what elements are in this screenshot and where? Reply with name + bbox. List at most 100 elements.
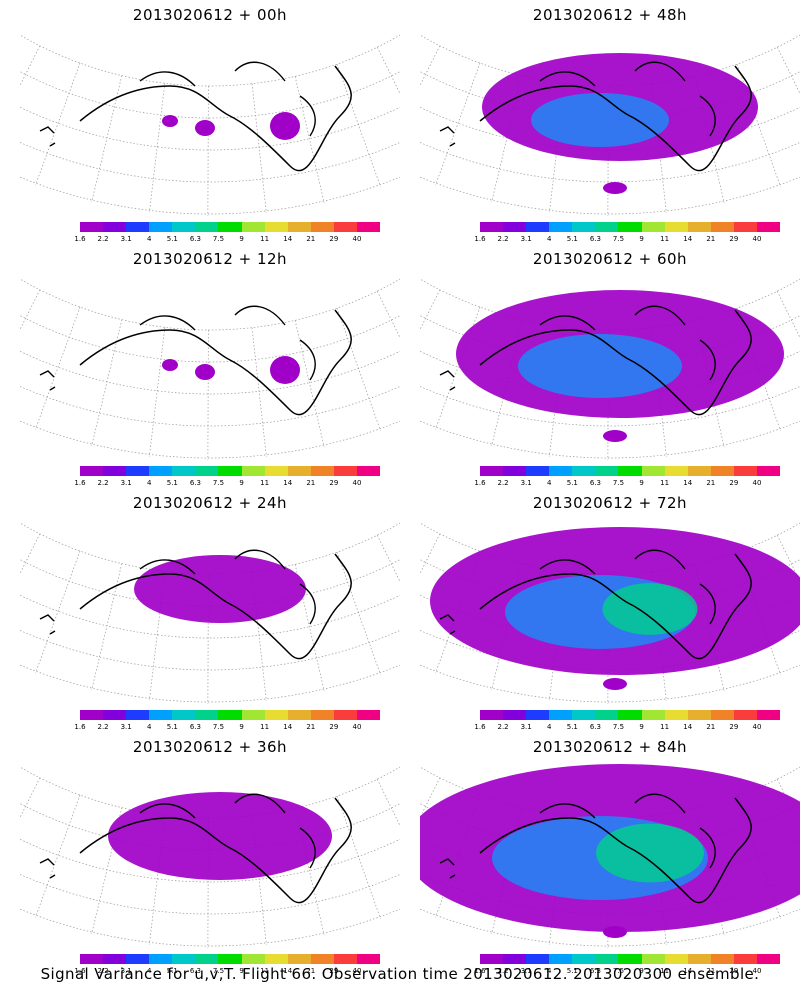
colorbar-tick-label: 3.1 xyxy=(520,479,532,487)
coastline xyxy=(539,305,716,381)
colorbar-ticks: 1.6 2.2 3.1 4 5.1 6.3 7.5 9 11 14 21 29 40 xyxy=(472,235,792,245)
coastline xyxy=(439,614,456,635)
colorbar-tick-label: 1.6 xyxy=(474,967,486,975)
colorbar-tick-label: 21 xyxy=(306,967,316,975)
colorbar-tick-label: 14 xyxy=(683,479,693,487)
colorbar-tick-label: 2.2 xyxy=(497,235,509,243)
colorbar-swatch xyxy=(103,954,127,964)
map-panel: 2013020612 + 12h 1.6 2.2 3.1 4 5.1 6.3 7.5 9 11 1… xyxy=(20,246,400,489)
colorbar-swatch xyxy=(549,954,573,964)
colorbar-swatch xyxy=(549,222,573,232)
colorbar-ticks: 1.6 2.2 3.1 4 5.1 6.3 7.5 9 11 14 21 29 40 xyxy=(72,479,392,489)
variance-blob xyxy=(602,583,698,635)
colorbar-tick-label: 5.1 xyxy=(166,235,178,243)
colorbar-tick-label: 6.3 xyxy=(189,967,201,975)
colorbar-swatch xyxy=(103,222,127,232)
colorbar-swatch xyxy=(195,710,219,720)
colorbar-tick-label: 40 xyxy=(752,479,762,487)
colorbar-swatch xyxy=(287,710,311,720)
colorbar-tick-label: 5.1 xyxy=(566,235,578,243)
colorbar-swatch xyxy=(549,710,573,720)
colorbar-swatch xyxy=(595,954,619,964)
polar-map xyxy=(420,278,800,460)
colorbar-tick-label: 14 xyxy=(683,235,693,243)
colorbar-tick-label: 5.1 xyxy=(566,723,578,731)
colorbar-swatch xyxy=(80,222,104,232)
colorbar-tick-label: 9 xyxy=(639,723,644,731)
polar-map xyxy=(420,34,800,216)
colorbar-swatch xyxy=(310,466,334,476)
colorbar-tick-label: 11 xyxy=(260,723,270,731)
colorbar-tick-label: 4 xyxy=(547,967,552,975)
colorbar-swatch xyxy=(664,222,688,232)
colorbar-swatch xyxy=(664,954,688,964)
colorbar-swatch xyxy=(526,954,550,964)
colorbar-swatch xyxy=(710,222,734,232)
colorbar-swatch xyxy=(333,954,357,964)
colorbar-tick-label: 11 xyxy=(260,967,270,975)
colorbar-tick-label: 11 xyxy=(260,235,270,243)
colorbar-tick-label: 29 xyxy=(729,723,739,731)
colorbar-swatch xyxy=(126,466,150,476)
colorbar-tick-label: 3.1 xyxy=(120,479,132,487)
coastline xyxy=(79,553,352,660)
colorbar-ticks: 1.6 2.2 3.1 4 5.1 6.3 7.5 9 11 14 21 29 40 xyxy=(472,723,792,733)
colorbar-swatch xyxy=(195,954,219,964)
colorbar-swatch xyxy=(241,954,265,964)
coastline xyxy=(539,61,716,137)
colorbar-swatch xyxy=(310,222,334,232)
colorbar-tick-label: 14 xyxy=(283,479,293,487)
panel-title: 2013020612 + 60h xyxy=(532,250,688,268)
panel-title: 2013020612 + 84h xyxy=(532,738,688,756)
colorbar-tick-label: 40 xyxy=(352,967,362,975)
variance-blob xyxy=(195,364,215,380)
colorbar-swatch xyxy=(103,466,127,476)
coastline xyxy=(139,549,316,625)
colorbar-swatch xyxy=(80,954,104,964)
colorbar-tick-label: 29 xyxy=(729,235,739,243)
coastline xyxy=(439,858,456,879)
colorbar-swatch xyxy=(595,466,619,476)
colorbar-tick-label: 5.1 xyxy=(566,967,578,975)
colorbar-ticks: 1.6 2.2 3.1 4 5.1 6.3 7.5 9 11 14 21 29 40 xyxy=(72,967,392,977)
panel-title: 2013020612 + 00h xyxy=(132,6,288,24)
coastline xyxy=(479,553,752,660)
colorbar xyxy=(80,466,381,476)
colorbar-swatch xyxy=(218,954,242,964)
colorbar-swatch xyxy=(641,222,665,232)
colorbar-tick-label: 29 xyxy=(729,479,739,487)
colorbar-swatch xyxy=(733,954,757,964)
colorbar-swatch xyxy=(733,710,757,720)
colorbar-tick-label: 7.5 xyxy=(612,235,625,243)
coastline xyxy=(439,126,456,147)
colorbar-swatch xyxy=(687,222,711,232)
coastline xyxy=(479,65,752,172)
colorbar-tick-label: 7.5 xyxy=(612,723,625,731)
coastline xyxy=(539,793,716,869)
colorbar-tick-label: 9 xyxy=(239,723,244,731)
colorbar xyxy=(480,222,781,232)
colorbar-tick-label: 7.5 xyxy=(212,479,225,487)
colorbar-swatch xyxy=(241,710,265,720)
coastline xyxy=(39,126,56,147)
map-panel: 2013020612 + 24h 1.6 2.2 3.1 4 5.1 6.3 7.5 9 11 1… xyxy=(20,490,400,731)
colorbar xyxy=(80,954,381,964)
colorbar-tick-label: 6.3 xyxy=(189,235,201,243)
variance-blob xyxy=(162,115,178,127)
coastline xyxy=(79,309,352,416)
coastline xyxy=(439,370,456,391)
variance-blob xyxy=(108,792,332,880)
colorbar xyxy=(480,954,781,964)
colorbar-swatch xyxy=(149,466,173,476)
map-panel: 2013020612 + 60h 1.6 2.2 3.1 4 5.1 6.3 7.5 9 11 1… xyxy=(420,246,800,487)
map-panel: 2013020612 + 00h 1.6 2.2 3.1 4 5.1 6.3 7.5 9 11 1… xyxy=(20,2,400,243)
colorbar-swatch xyxy=(172,954,196,964)
colorbar-tick-label: 40 xyxy=(352,235,362,243)
map-panel: 2013020612 + 36h 1.6 2.2 3.1 4 5.1 6.3 7.5 9 11 1… xyxy=(20,734,400,977)
colorbar-swatch xyxy=(287,466,311,476)
colorbar-tick-label: 4 xyxy=(147,967,152,975)
colorbar-tick-label: 5.1 xyxy=(166,723,178,731)
colorbar xyxy=(480,710,781,720)
colorbar-tick-label: 2.2 xyxy=(97,235,109,243)
colorbar-swatch xyxy=(595,710,619,720)
